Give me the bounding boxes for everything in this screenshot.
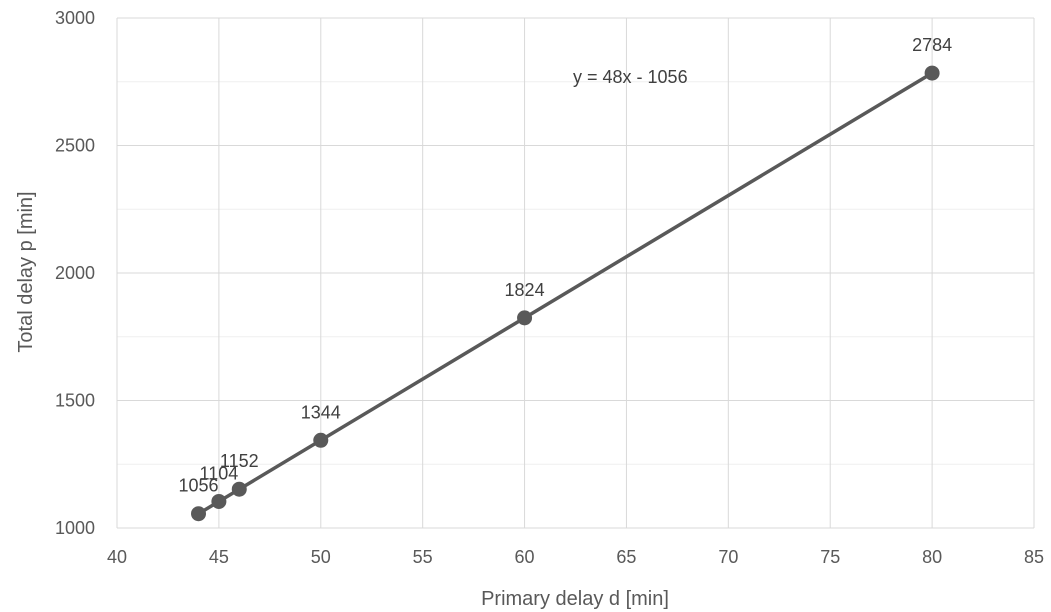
y-tick-label: 1500 <box>55 391 95 411</box>
y-axis-title: Total delay p [min] <box>15 191 37 352</box>
data-point-marker <box>313 432 329 448</box>
x-tick-label: 80 <box>922 547 942 567</box>
data-point-marker <box>191 506 207 522</box>
data-point-marker <box>517 310 533 326</box>
x-axis-tick-labels: 40 45 50 55 60 65 70 75 80 85 <box>107 547 1044 567</box>
y-axis-tick-labels: 1000 1500 2000 2500 3000 <box>55 8 95 538</box>
data-point-marker <box>211 493 227 509</box>
y-tick-label: 3000 <box>55 8 95 28</box>
x-tick-label: 55 <box>413 547 433 567</box>
data-label: 1344 <box>301 402 341 422</box>
data-label: 1056 <box>178 476 218 496</box>
x-tick-label: 65 <box>616 547 636 567</box>
data-label: 2784 <box>912 35 952 55</box>
gridlines <box>116 17 1035 529</box>
x-axis-title: Primary delay d [min] <box>481 588 669 610</box>
series-group <box>191 65 940 522</box>
y-tick-label: 2000 <box>55 263 95 283</box>
x-tick-label: 50 <box>311 547 331 567</box>
x-tick-label: 75 <box>820 547 840 567</box>
x-tick-label: 40 <box>107 547 127 567</box>
data-label: 1824 <box>505 280 545 300</box>
trendline-equation: y = 48x - 1056 <box>573 67 688 87</box>
y-tick-label: 2500 <box>55 136 95 156</box>
x-tick-label: 70 <box>718 547 738 567</box>
series-line <box>197 71 934 516</box>
x-tick-label: 60 <box>515 547 535 567</box>
x-tick-label: 85 <box>1024 547 1044 567</box>
data-label: 1152 <box>220 451 259 471</box>
data-point-marker <box>924 65 940 81</box>
data-label: 1104 <box>200 463 239 483</box>
y-tick-label: 1000 <box>55 518 95 538</box>
x-tick-label: 45 <box>209 547 229 567</box>
data-point-marker <box>231 481 247 497</box>
